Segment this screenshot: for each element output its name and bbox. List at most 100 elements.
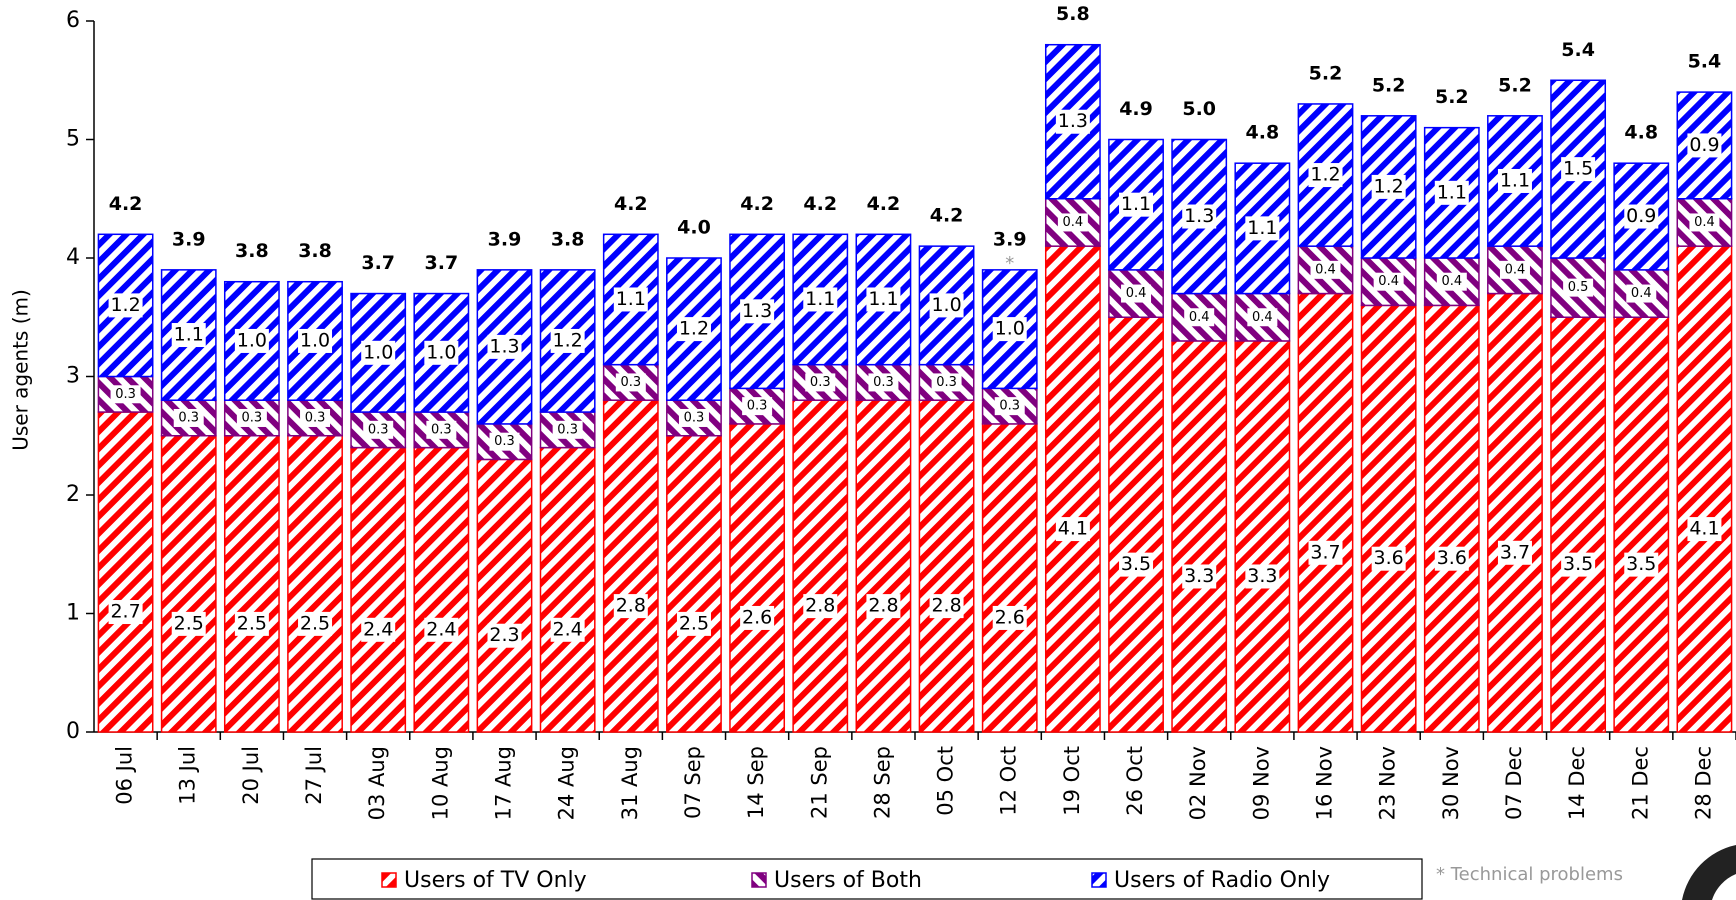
value-label: 3.5 bbox=[1626, 553, 1656, 575]
value-label: 1.1 bbox=[1121, 193, 1151, 215]
total-label: 4.2 bbox=[614, 193, 648, 215]
value-label: 0.3 bbox=[620, 375, 641, 390]
total-label: 5.2 bbox=[1372, 74, 1406, 96]
value-label: 2.4 bbox=[553, 618, 583, 640]
value-label-bg bbox=[1373, 272, 1404, 291]
value-label-bg bbox=[803, 287, 838, 312]
legend-label: Users of TV Only bbox=[404, 868, 587, 893]
value-label-bg bbox=[298, 328, 333, 353]
value-label: 0.3 bbox=[999, 399, 1020, 414]
note-marker: * bbox=[1005, 253, 1014, 274]
value-label: 2.4 bbox=[426, 618, 456, 640]
value-label: 1.1 bbox=[805, 288, 835, 310]
note-text: * Technical problems bbox=[1436, 864, 1623, 885]
value-label: 0.4 bbox=[1063, 215, 1084, 230]
value-label-bg bbox=[1561, 157, 1596, 182]
x-tick-label: 13 Jul bbox=[176, 746, 200, 805]
total-label: 3.9 bbox=[488, 228, 522, 250]
value-label-bg bbox=[740, 605, 775, 630]
value-label-bg bbox=[1245, 216, 1280, 241]
value-label: 1.2 bbox=[679, 318, 709, 340]
x-tick-label: 14 Sep bbox=[744, 746, 768, 819]
value-label-bg bbox=[108, 293, 143, 318]
total-label: 4.2 bbox=[867, 193, 901, 215]
total-label: 4.2 bbox=[109, 193, 143, 215]
value-label: 2.6 bbox=[742, 606, 772, 628]
total-label: 5.2 bbox=[1435, 86, 1469, 108]
x-tick-label: 28 Dec bbox=[1691, 746, 1715, 820]
value-label-bg bbox=[1689, 213, 1720, 232]
bar-segment bbox=[602, 399, 659, 733]
value-label-bg bbox=[234, 611, 269, 636]
value-label: 1.0 bbox=[363, 341, 393, 363]
value-label: 0.4 bbox=[1631, 286, 1652, 301]
value-label: 0.3 bbox=[368, 422, 389, 437]
bar-segment bbox=[792, 399, 849, 733]
bar-segment bbox=[350, 446, 407, 733]
x-tick-label: 21 Sep bbox=[807, 746, 831, 819]
value-label: 0.4 bbox=[1694, 215, 1715, 230]
value-label-bg bbox=[424, 340, 459, 365]
value-label-bg bbox=[992, 605, 1027, 630]
x-tick-label: 14 Dec bbox=[1565, 746, 1589, 820]
x-tick-label: 31 Aug bbox=[618, 746, 642, 820]
value-label: 2.5 bbox=[300, 612, 330, 634]
value-label-bg bbox=[1057, 213, 1088, 232]
total-label: 3.7 bbox=[361, 252, 395, 274]
y-tick-label: 1 bbox=[66, 601, 80, 626]
value-label-bg bbox=[931, 373, 962, 392]
x-tick-label: 06 Jul bbox=[113, 746, 137, 805]
bar-segment bbox=[539, 446, 596, 733]
value-label: 0.3 bbox=[242, 410, 263, 425]
total-label: 5.2 bbox=[1309, 62, 1343, 84]
bar-segment bbox=[287, 435, 343, 733]
bar-segment bbox=[97, 411, 154, 733]
bar-segment bbox=[1108, 138, 1164, 271]
value-label-bg bbox=[866, 594, 901, 619]
value-label: 1.1 bbox=[616, 288, 646, 310]
bar-segment bbox=[729, 423, 786, 733]
value-label: 0.5 bbox=[1568, 280, 1589, 295]
value-label: 0.3 bbox=[747, 399, 768, 414]
x-tick-label: 23 Nov bbox=[1376, 746, 1400, 820]
value-label-bg bbox=[994, 397, 1025, 416]
x-tick-label: 07 Dec bbox=[1502, 746, 1526, 820]
value-label-bg bbox=[1310, 260, 1341, 279]
value-label: 1.3 bbox=[1058, 110, 1088, 132]
y-tick-label: 0 bbox=[66, 719, 80, 744]
legend-label: Users of Radio Only bbox=[1114, 868, 1330, 893]
bar-segment bbox=[981, 423, 1038, 733]
value-label-bg bbox=[424, 617, 459, 642]
bar-segment bbox=[1234, 340, 1291, 733]
value-label: 4.1 bbox=[1689, 518, 1719, 540]
x-tick-label: 10 Aug bbox=[428, 746, 452, 820]
value-label: 1.3 bbox=[742, 300, 772, 322]
total-label: 5.2 bbox=[1498, 74, 1532, 96]
value-label: 1.2 bbox=[553, 329, 583, 351]
legend-label: Users of Both bbox=[774, 868, 922, 893]
value-label-bg bbox=[992, 317, 1027, 342]
total-label: 4.0 bbox=[677, 217, 711, 239]
value-label-bg bbox=[171, 323, 206, 348]
value-label: 0.3 bbox=[684, 410, 705, 425]
value-label-bg bbox=[1182, 204, 1217, 229]
value-label: 1.1 bbox=[174, 324, 204, 346]
bar-segment bbox=[223, 435, 280, 733]
value-label: 0.3 bbox=[178, 410, 199, 425]
x-tick-label: 27 Jul bbox=[302, 746, 326, 805]
value-label: 1.5 bbox=[1563, 158, 1593, 180]
value-label: 0.3 bbox=[936, 375, 957, 390]
total-label: 4.2 bbox=[803, 193, 837, 215]
total-label: 5.4 bbox=[1561, 39, 1595, 61]
total-label: 4.8 bbox=[1624, 122, 1658, 144]
total-label: 4.8 bbox=[1246, 122, 1280, 144]
value-label: 0.3 bbox=[557, 422, 578, 437]
value-label-bg bbox=[1687, 517, 1722, 542]
bar-segment bbox=[1171, 340, 1228, 733]
value-label: 3.6 bbox=[1437, 547, 1467, 569]
bar-segment bbox=[1423, 304, 1480, 733]
value-label-bg bbox=[678, 408, 709, 427]
x-tick-label: 26 Oct bbox=[1123, 746, 1147, 816]
value-label: 0.3 bbox=[431, 422, 452, 437]
